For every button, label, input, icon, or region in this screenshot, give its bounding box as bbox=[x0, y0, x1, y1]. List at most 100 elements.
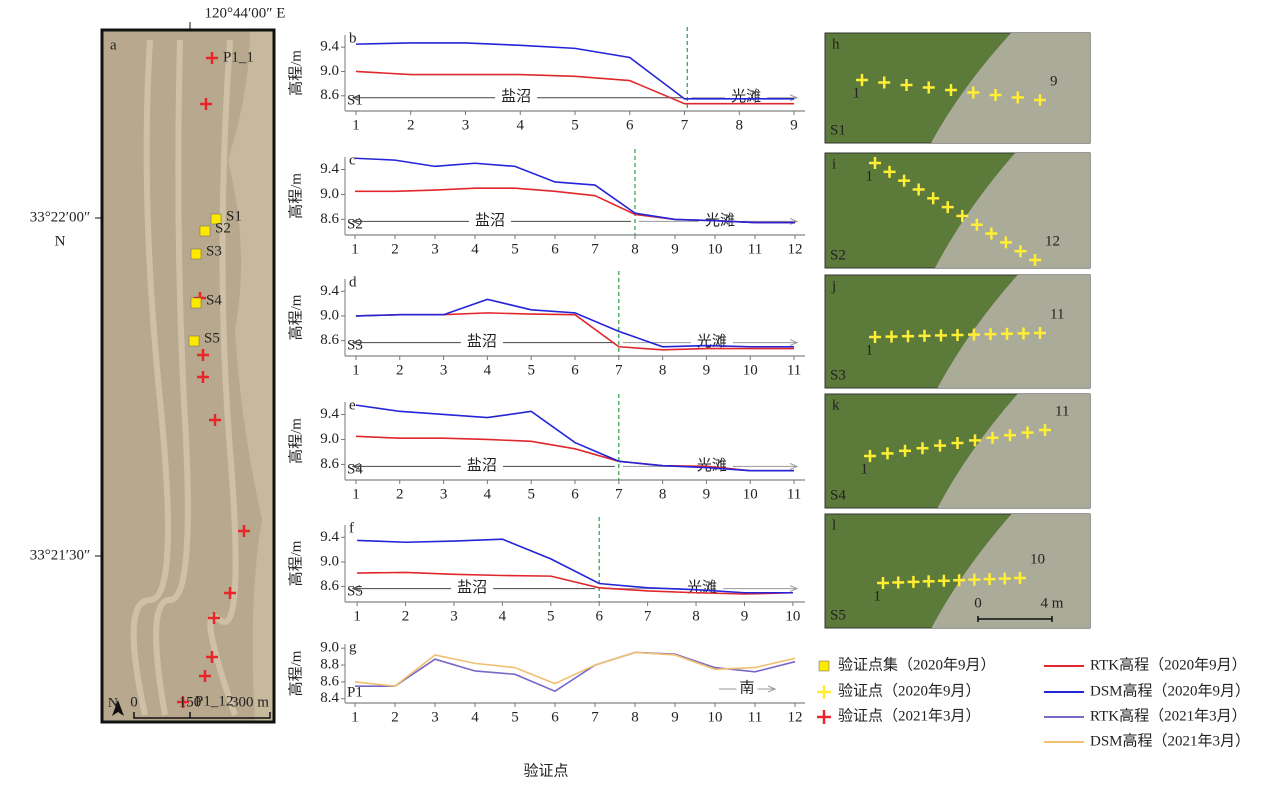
y-tick-label: 9.0 bbox=[320, 640, 339, 656]
legend-label: RTK高程（2021年3月） bbox=[1090, 707, 1247, 724]
zone-label: 光滩 bbox=[731, 88, 761, 105]
photo-panel-letter: l bbox=[832, 517, 836, 533]
y-tick-label: 9.4 bbox=[320, 406, 339, 422]
x-tick-label: 1 bbox=[352, 117, 360, 133]
station-label: S3 bbox=[347, 337, 363, 353]
x-tick-label: 7 bbox=[591, 241, 599, 257]
station-label: S4 bbox=[347, 461, 363, 477]
photo-last: 10 bbox=[1030, 551, 1045, 567]
y-tick-label: 9.0 bbox=[320, 553, 339, 569]
zone-label: 光滩 bbox=[697, 333, 727, 350]
zone-label: 盐沼 bbox=[467, 333, 497, 350]
x-tick-label: 4 bbox=[484, 486, 492, 502]
photo-last: 12 bbox=[1045, 233, 1060, 249]
lon-label: 120°44′00″ E bbox=[205, 5, 286, 21]
x-tick-label: 7 bbox=[615, 362, 623, 378]
x-tick-label: 5 bbox=[547, 608, 555, 624]
x-tick-label: 5 bbox=[571, 117, 579, 133]
map-scale-label: 0 bbox=[130, 694, 138, 710]
lat-suffix: N bbox=[55, 233, 66, 249]
y-tick-label: 8.6 bbox=[320, 673, 339, 689]
series-line bbox=[357, 572, 793, 594]
station-label: S1 bbox=[347, 92, 363, 108]
x-tick-label: 9 bbox=[703, 362, 711, 378]
y-tick-label: 9.0 bbox=[320, 186, 339, 202]
map-set-square bbox=[200, 226, 210, 236]
x-axis-label: 验证点 bbox=[523, 762, 568, 779]
x-tick-label: 6 bbox=[571, 486, 579, 502]
legend-square bbox=[819, 661, 829, 671]
x-tick-label: 12 bbox=[788, 241, 803, 257]
legend-label: 验证点集（2020年9月） bbox=[838, 656, 996, 673]
photo-scale-label: 0 bbox=[974, 595, 982, 611]
map-set-label: S2 bbox=[215, 220, 231, 236]
x-tick-label: 2 bbox=[396, 362, 404, 378]
x-tick-label: 9 bbox=[741, 608, 749, 624]
map-set-square bbox=[191, 298, 201, 308]
x-tick-label: 12 bbox=[788, 709, 803, 725]
panel-letter: c bbox=[349, 152, 356, 168]
x-tick-label: 4 bbox=[471, 709, 479, 725]
map-set-label: S3 bbox=[206, 243, 222, 259]
x-tick-label: 11 bbox=[787, 486, 801, 502]
x-tick-label: 5 bbox=[527, 486, 535, 502]
y-tick-label: 8.6 bbox=[320, 87, 339, 103]
x-tick-label: 3 bbox=[440, 362, 448, 378]
x-tick-label: 11 bbox=[748, 241, 762, 257]
photo-first: 1 bbox=[874, 588, 882, 604]
y-tick-label: 9.4 bbox=[320, 161, 339, 177]
map-set-square bbox=[191, 249, 201, 259]
y-tick-label: 8.6 bbox=[320, 211, 339, 227]
y-tick-label: 9.4 bbox=[320, 283, 339, 299]
x-tick-label: 1 bbox=[352, 362, 360, 378]
photo-last: 11 bbox=[1055, 403, 1069, 419]
x-tick-label: 8 bbox=[659, 362, 667, 378]
photo-panel-letter: i bbox=[832, 156, 836, 172]
x-tick-label: 6 bbox=[551, 241, 559, 257]
photo-last: 11 bbox=[1050, 306, 1064, 322]
x-tick-label: 5 bbox=[527, 362, 535, 378]
x-tick-label: 2 bbox=[402, 608, 410, 624]
x-tick-label: 3 bbox=[462, 117, 470, 133]
y-tick-label: 8.6 bbox=[320, 456, 339, 472]
x-tick-label: 10 bbox=[743, 362, 758, 378]
lat-label: 33°22′00″ bbox=[30, 209, 91, 225]
legend-label: RTK高程（2020年9月） bbox=[1090, 656, 1247, 673]
x-tick-label: 11 bbox=[748, 709, 762, 725]
x-tick-label: 5 bbox=[511, 241, 519, 257]
x-tick-label: 8 bbox=[659, 486, 667, 502]
map-set-square bbox=[189, 336, 199, 346]
x-tick-label: 7 bbox=[615, 486, 623, 502]
panel-letter: b bbox=[349, 30, 357, 46]
x-tick-label: 9 bbox=[790, 117, 798, 133]
x-tick-label: 6 bbox=[626, 117, 634, 133]
series-line bbox=[355, 652, 795, 691]
x-tick-label: 2 bbox=[396, 486, 404, 502]
photo-panel-letter: j bbox=[831, 278, 836, 294]
x-tick-label: 3 bbox=[440, 486, 448, 502]
panel-letter: d bbox=[349, 274, 357, 290]
map-scale-label: 150 bbox=[179, 694, 202, 710]
photo-station: S4 bbox=[830, 487, 846, 503]
x-tick-label: 4 bbox=[499, 608, 507, 624]
map-panel-letter: a bbox=[110, 37, 117, 53]
y-tick-label: 9.0 bbox=[320, 431, 339, 447]
x-tick-label: 3 bbox=[431, 709, 439, 725]
y-tick-label: 9.4 bbox=[320, 39, 339, 55]
photo-first: 1 bbox=[866, 168, 874, 184]
x-tick-label: 8 bbox=[631, 709, 639, 725]
map-scale-label: 300 m bbox=[231, 694, 269, 710]
x-tick-label: 2 bbox=[391, 709, 399, 725]
x-tick-label: 2 bbox=[391, 241, 399, 257]
direction-label: 南 bbox=[739, 679, 754, 696]
panel-letter: e bbox=[349, 397, 356, 413]
zone-label: 盐沼 bbox=[457, 579, 487, 596]
x-tick-label: 6 bbox=[571, 362, 579, 378]
zone-label: 盐沼 bbox=[475, 212, 505, 229]
y-axis-label: 高程/m bbox=[287, 418, 304, 464]
x-tick-label: 4 bbox=[484, 362, 492, 378]
y-axis-label: 高程/m bbox=[287, 540, 304, 586]
x-tick-label: 7 bbox=[681, 117, 689, 133]
x-tick-label: 4 bbox=[471, 241, 479, 257]
photo-scale-label: 4 m bbox=[1041, 595, 1064, 611]
